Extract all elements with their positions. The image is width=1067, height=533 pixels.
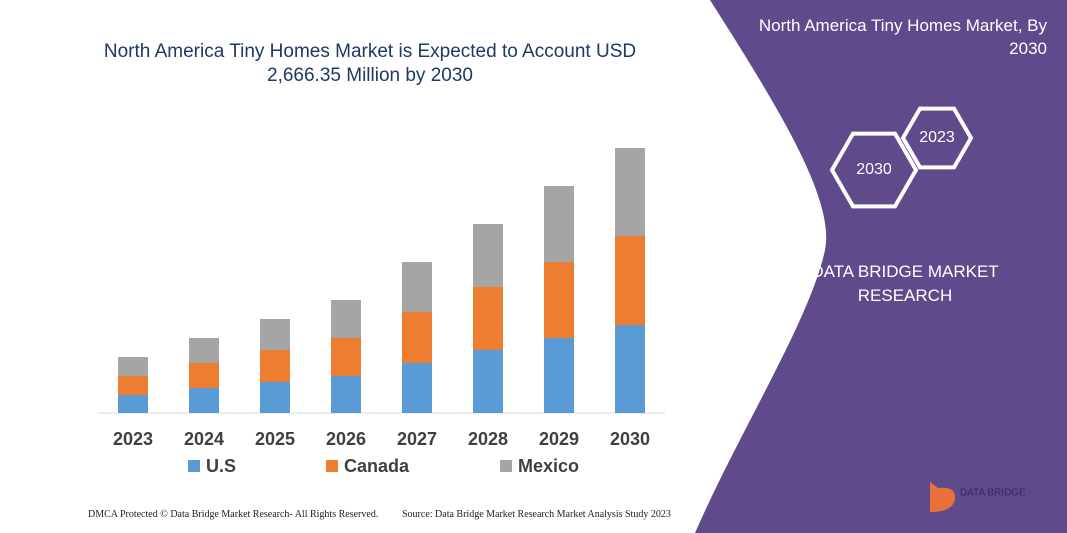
bar-segment [189,388,219,413]
hexagon-label: 2030 [856,161,892,178]
x-tick-label: 2030 [610,429,650,449]
bar-segment [615,236,645,325]
bar-segment [260,382,290,413]
logo-mark [930,482,955,512]
footer-right: Source: Data Bridge Market Research Mark… [402,509,671,520]
logo-text: DATA BRIDGE [960,488,1026,499]
bar-segment [331,338,361,376]
legend-label: Canada [344,456,410,476]
legend-label: U.S [206,456,236,476]
bar-segment [331,376,361,413]
hexagon [829,131,919,209]
legend-swatch [188,460,200,472]
bar-segment [118,395,148,413]
brand-text: DATA BRIDGE MARKET RESEARCH [811,262,999,305]
bar-segment [118,376,148,395]
bar-segment [260,319,290,350]
chart-title: North America Tiny Homes Market is Expec… [103,41,637,86]
bar-segment [615,325,645,413]
bar-segment [544,186,574,262]
hexagon [900,106,974,170]
bar-segment [402,363,432,413]
bar-segment [473,287,503,350]
bar-segment [260,350,290,382]
bar-segment [189,363,219,388]
x-tick-label: 2023 [113,429,153,449]
x-tick-label: 2026 [326,429,366,449]
bar-segment [189,338,219,363]
legend-swatch [326,460,338,472]
bar-segment [473,224,503,287]
bar-segment [615,148,645,236]
panel-title: North America Tiny Homes Market, By 2030 [758,16,1047,58]
legend-swatch [500,460,512,472]
bar-segment [544,262,574,338]
bar-segment [402,312,432,363]
x-tick-label: 2029 [539,429,579,449]
bar-segment [544,338,574,413]
side-panel [695,0,1067,533]
bar-segment [118,357,148,376]
hexagon-label: 2023 [919,129,955,146]
legend-label: Mexico [518,456,579,476]
x-tick-label: 2025 [255,429,295,449]
bar-segment [402,262,432,312]
bar-segment [473,350,503,413]
footer-left: DMCA Protected © Data Bridge Market Rese… [88,509,379,520]
x-tick-label: 2024 [184,429,224,449]
x-tick-label: 2028 [468,429,508,449]
x-tick-label: 2027 [397,429,437,449]
bar-segment [331,300,361,338]
